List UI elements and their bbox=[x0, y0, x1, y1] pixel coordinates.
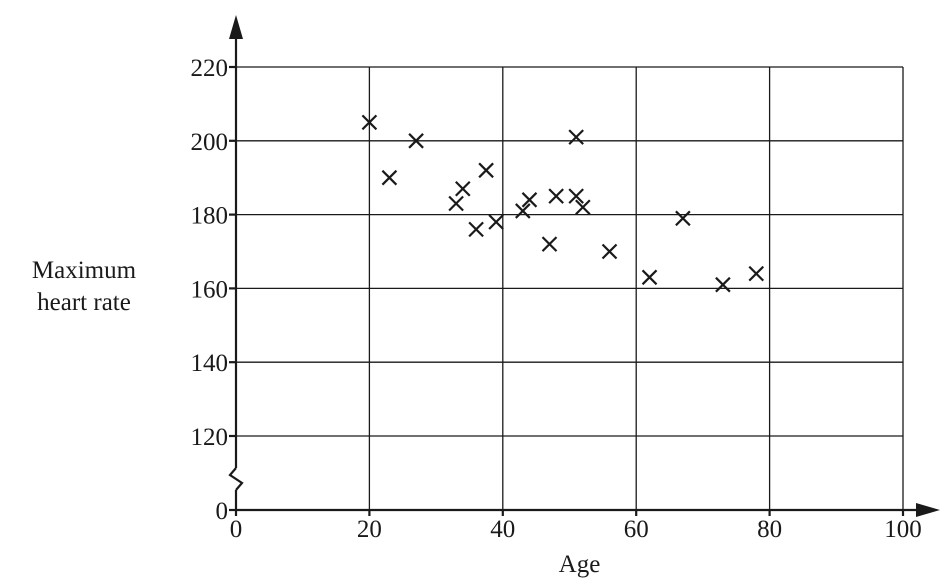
x-tick-label-0: 0 bbox=[230, 516, 243, 543]
y-tick-label-220: 220 bbox=[191, 55, 229, 82]
data-point-14 bbox=[568, 188, 584, 204]
x-tick-label-80: 80 bbox=[757, 516, 782, 543]
data-point-9 bbox=[515, 203, 531, 219]
x-tick-label-40: 40 bbox=[490, 516, 515, 543]
y-axis-label-line-2: heart rate bbox=[37, 289, 131, 316]
data-point-4 bbox=[448, 195, 464, 212]
data-point-2 bbox=[381, 169, 398, 186]
x-axis-arrowhead bbox=[916, 503, 940, 517]
data-point-11 bbox=[541, 236, 558, 252]
tick-labels: 0 120 140 160 180 200 220 0 20 40 60 80 100 bbox=[191, 55, 922, 543]
y-tick-label-200: 200 bbox=[191, 129, 229, 156]
data-point-12 bbox=[548, 188, 564, 204]
data-point-19 bbox=[715, 276, 731, 293]
data-point-15 bbox=[575, 199, 591, 215]
y-axis-label-line-1: Maximum bbox=[32, 257, 137, 284]
data-points bbox=[361, 114, 765, 293]
grid-lines bbox=[236, 66, 904, 510]
data-point-8 bbox=[488, 214, 504, 230]
data-point-7 bbox=[478, 162, 494, 179]
data-point-18 bbox=[675, 210, 691, 227]
y-tick-label-0: 0 bbox=[216, 498, 229, 525]
axis-labels: Age Maximum heart rate bbox=[32, 257, 600, 578]
data-point-16 bbox=[601, 243, 618, 260]
x-tick-label-60: 60 bbox=[624, 516, 649, 543]
y-tick-label-160: 160 bbox=[191, 276, 229, 303]
data-point-1 bbox=[361, 114, 378, 131]
data-point-13 bbox=[568, 129, 584, 145]
data-point-6 bbox=[468, 221, 484, 238]
y-axis-break bbox=[228, 467, 244, 491]
y-tick-label-140: 140 bbox=[191, 350, 229, 377]
x-axis-label: Age bbox=[559, 551, 601, 578]
axes bbox=[228, 15, 940, 517]
data-point-3 bbox=[408, 133, 424, 149]
x-tick-label-20: 20 bbox=[357, 516, 382, 543]
data-point-17 bbox=[641, 269, 658, 286]
data-point-20 bbox=[748, 265, 765, 282]
y-axis-arrowhead bbox=[229, 15, 243, 39]
x-tick-label-100: 100 bbox=[884, 516, 922, 543]
data-point-5 bbox=[455, 180, 471, 197]
y-tick-label-120: 120 bbox=[191, 424, 229, 451]
data-point-10 bbox=[521, 192, 538, 208]
y-tick-label-180: 180 bbox=[191, 203, 229, 230]
